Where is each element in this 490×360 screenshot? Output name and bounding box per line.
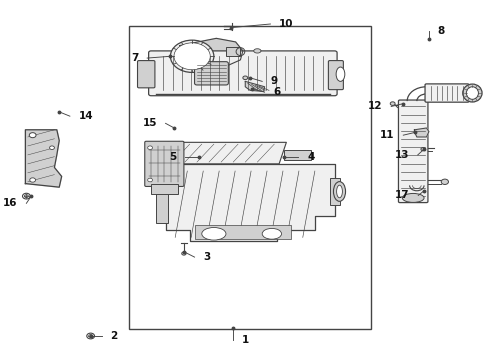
Ellipse shape — [30, 178, 36, 182]
Text: 12: 12 — [368, 102, 383, 112]
Text: 6: 6 — [273, 87, 281, 97]
Ellipse shape — [254, 49, 261, 53]
FancyBboxPatch shape — [145, 141, 184, 186]
Ellipse shape — [147, 146, 152, 149]
Ellipse shape — [421, 148, 425, 151]
Text: 17: 17 — [395, 190, 410, 201]
FancyBboxPatch shape — [195, 225, 291, 239]
Ellipse shape — [202, 228, 226, 240]
Ellipse shape — [29, 133, 36, 138]
FancyBboxPatch shape — [284, 149, 311, 160]
Text: 4: 4 — [307, 152, 315, 162]
Ellipse shape — [147, 178, 152, 182]
FancyBboxPatch shape — [425, 84, 426, 102]
Polygon shape — [168, 142, 286, 164]
Ellipse shape — [23, 193, 30, 199]
Polygon shape — [166, 164, 335, 241]
FancyBboxPatch shape — [138, 60, 155, 88]
Ellipse shape — [171, 40, 214, 72]
Ellipse shape — [441, 179, 448, 184]
Polygon shape — [180, 39, 243, 67]
FancyBboxPatch shape — [148, 51, 337, 96]
FancyBboxPatch shape — [151, 184, 178, 194]
Text: 15: 15 — [143, 118, 157, 128]
Text: 9: 9 — [271, 76, 278, 86]
FancyBboxPatch shape — [425, 84, 469, 102]
FancyBboxPatch shape — [398, 100, 428, 203]
Ellipse shape — [334, 181, 345, 201]
Ellipse shape — [466, 87, 478, 99]
Ellipse shape — [174, 43, 210, 70]
Text: 8: 8 — [438, 26, 445, 36]
Ellipse shape — [49, 146, 54, 149]
Polygon shape — [245, 81, 265, 91]
Ellipse shape — [262, 228, 282, 239]
Ellipse shape — [186, 49, 194, 53]
FancyBboxPatch shape — [328, 60, 343, 90]
Ellipse shape — [89, 334, 93, 337]
Text: 14: 14 — [78, 111, 93, 121]
Text: 13: 13 — [394, 150, 409, 160]
Ellipse shape — [87, 333, 95, 339]
Ellipse shape — [243, 76, 247, 80]
Polygon shape — [415, 128, 429, 137]
Bar — [129, 26, 371, 329]
Text: 16: 16 — [3, 198, 18, 208]
Text: 7: 7 — [131, 53, 139, 63]
Text: 1: 1 — [242, 334, 249, 345]
Text: 5: 5 — [169, 152, 176, 162]
Ellipse shape — [337, 185, 343, 198]
FancyBboxPatch shape — [226, 47, 241, 56]
Ellipse shape — [402, 193, 424, 202]
Text: 10: 10 — [279, 19, 294, 29]
Ellipse shape — [182, 252, 186, 255]
FancyBboxPatch shape — [195, 62, 228, 85]
Polygon shape — [25, 130, 62, 187]
Ellipse shape — [463, 84, 482, 102]
FancyBboxPatch shape — [330, 178, 340, 205]
Ellipse shape — [390, 102, 395, 105]
Ellipse shape — [24, 195, 28, 198]
Text: 3: 3 — [203, 252, 211, 262]
FancyBboxPatch shape — [156, 180, 168, 223]
Text: 11: 11 — [380, 130, 394, 140]
Text: 2: 2 — [110, 331, 118, 341]
Ellipse shape — [336, 67, 345, 81]
